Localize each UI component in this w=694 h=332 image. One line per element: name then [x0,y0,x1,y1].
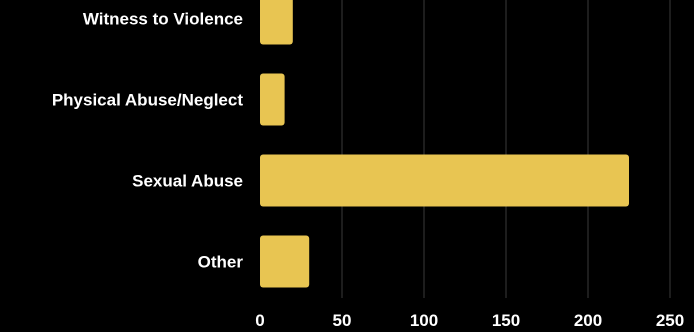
x-axis-ticks: 0 50 100 150 200 250 [255,311,684,330]
x-tick-label-150: 150 [492,311,520,330]
category-label-sexual-abuse: Sexual Abuse [132,172,243,191]
bar-other [260,235,310,288]
x-tick-label-100: 100 [410,311,438,330]
bar-physical-abuse-neglect [260,73,285,126]
x-tick-label-200: 200 [574,311,602,330]
x-tick-label-50: 50 [333,311,352,330]
x-tick-label-250: 250 [656,311,684,330]
category-label-other: Other [198,253,244,272]
bar-sexual-abuse [260,154,629,207]
bar-witness-to-violence [260,0,293,45]
category-label-witness-to-violence: Witness to Violence [83,10,243,29]
bars [260,0,629,288]
grid-lines [341,0,671,298]
x-tick-label-0: 0 [255,311,264,330]
category-label-physical-abuse-neglect: Physical Abuse/Neglect [52,91,244,110]
category-labels: Witness to Violence Physical Abuse/Neglec… [52,10,244,272]
